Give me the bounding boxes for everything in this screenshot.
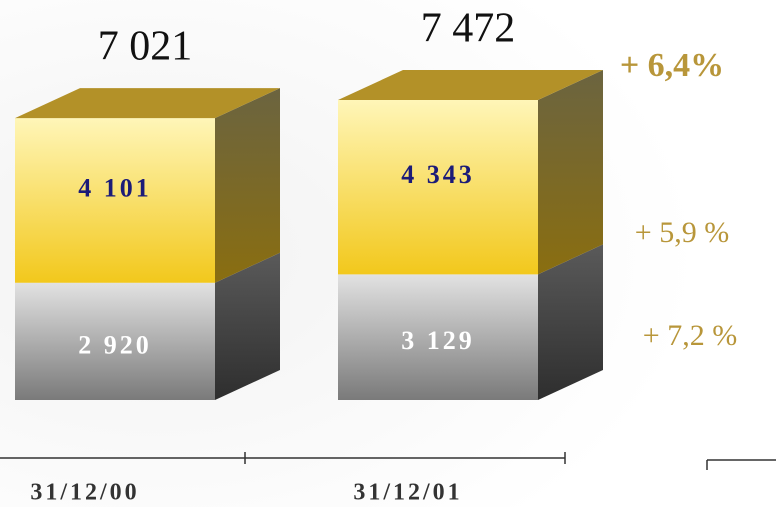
bar-side — [538, 244, 603, 400]
x-tick-label: 31/12/00 — [30, 480, 139, 506]
value-label: 3 129 — [401, 326, 475, 355]
annotation: + 7,2 % — [643, 319, 737, 352]
value-label: 4 101 — [78, 173, 152, 202]
bar-top — [338, 70, 603, 100]
bar-segment — [338, 100, 538, 275]
bar-side — [215, 252, 280, 400]
total-label: 7 472 — [421, 6, 516, 52]
value-label: 2 920 — [78, 330, 152, 359]
bar-segment — [15, 118, 215, 283]
bar-segment — [338, 274, 538, 400]
annotation: + 5,9 % — [635, 216, 729, 249]
total-label: 7 021 — [98, 24, 193, 70]
annotation: + 6,4% — [620, 47, 724, 84]
value-label: 4 343 — [401, 160, 475, 189]
bar-side — [215, 88, 280, 283]
x-tick-label: 31/12/01 — [353, 480, 462, 506]
bar-segment — [15, 282, 215, 400]
bar-top — [15, 88, 280, 119]
bar-side — [538, 70, 603, 275]
